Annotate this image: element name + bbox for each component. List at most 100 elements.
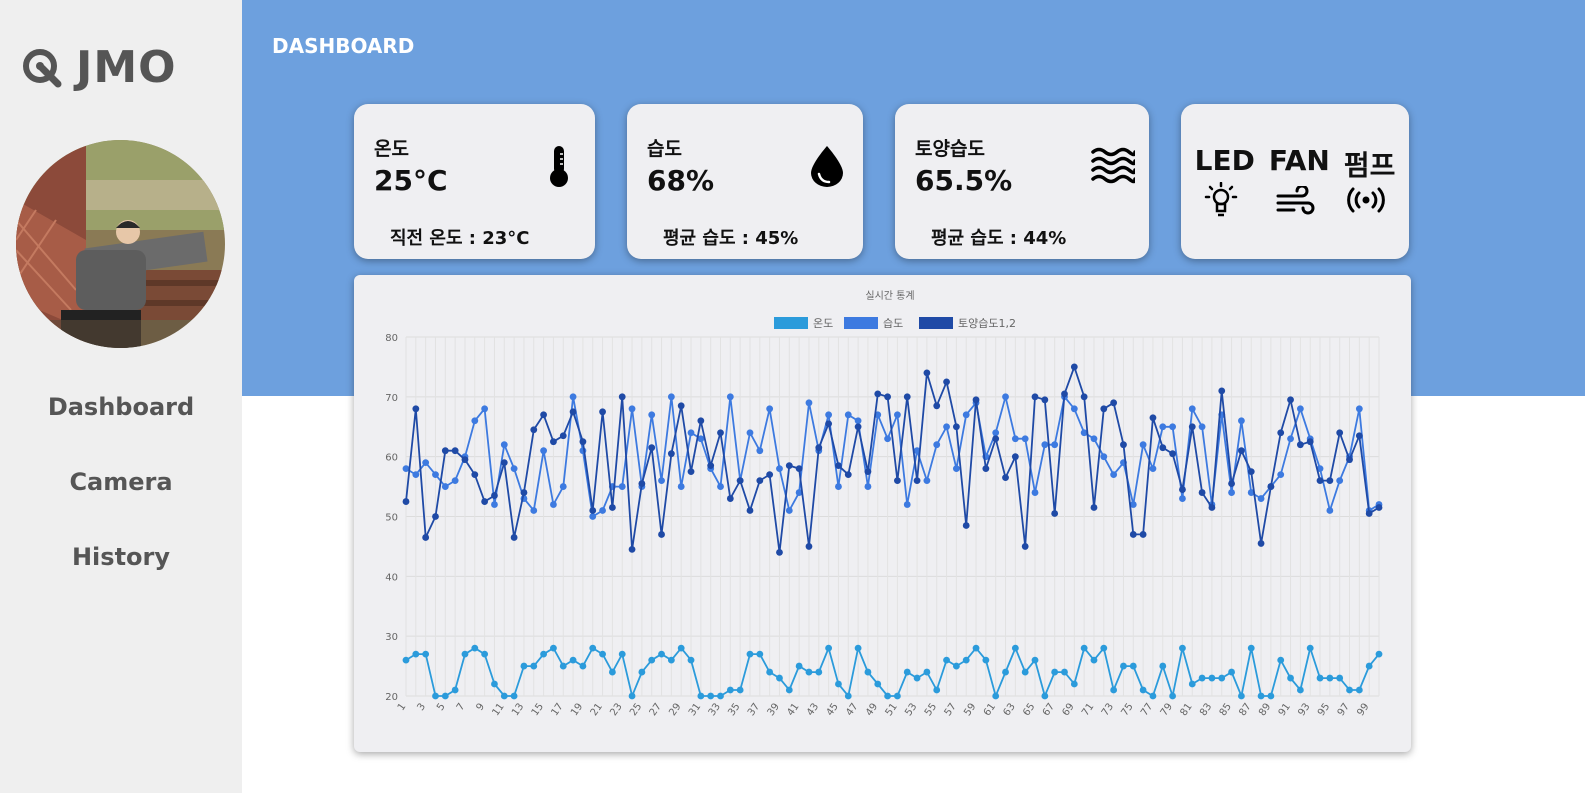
data-point xyxy=(1041,396,1049,404)
data-point xyxy=(422,534,430,541)
data-point xyxy=(1257,495,1265,502)
data-point xyxy=(510,465,518,473)
data-point xyxy=(441,447,449,455)
data-point xyxy=(1031,393,1039,401)
data-point xyxy=(1139,531,1147,538)
data-point xyxy=(1051,441,1059,449)
data-point xyxy=(1238,447,1245,455)
humidity-label: 습도 xyxy=(647,138,682,160)
data-point xyxy=(1021,543,1029,550)
data-point xyxy=(1120,441,1127,449)
data-point xyxy=(854,644,862,652)
data-point xyxy=(952,662,960,670)
data-point xyxy=(1355,405,1363,413)
data-point xyxy=(903,668,911,676)
data-point xyxy=(1247,468,1255,476)
data-point xyxy=(1021,435,1029,443)
x-tick-label: 95 xyxy=(1316,701,1332,718)
data-point xyxy=(1316,674,1324,682)
data-point xyxy=(648,656,656,664)
data-point xyxy=(766,668,774,676)
x-tick-label: 19 xyxy=(569,701,585,718)
x-tick-label: 81 xyxy=(1178,701,1194,718)
x-tick-label: 15 xyxy=(530,701,546,718)
data-point xyxy=(1238,417,1245,425)
data-point xyxy=(1247,489,1255,496)
chart-y-axis: 20 30 40 50 60 70 80 xyxy=(385,333,398,703)
data-point xyxy=(913,477,921,484)
data-point xyxy=(1159,662,1167,670)
data-point xyxy=(530,426,538,434)
data-point xyxy=(1070,405,1078,413)
data-point xyxy=(1267,483,1275,490)
bulb-icon[interactable] xyxy=(1203,182,1239,218)
legend-label: 온도 xyxy=(813,317,833,330)
data-point xyxy=(884,393,891,401)
data-point xyxy=(451,447,459,455)
data-point xyxy=(1179,644,1186,652)
data-point xyxy=(943,378,950,386)
data-point xyxy=(559,432,567,440)
fan-label[interactable]: FAN xyxy=(1268,144,1330,177)
signal-icon[interactable] xyxy=(1347,186,1385,214)
data-point xyxy=(1080,393,1088,401)
x-tick-label: 9 xyxy=(474,701,487,713)
data-point xyxy=(1336,674,1344,682)
data-point xyxy=(1061,668,1068,676)
data-point xyxy=(1179,495,1186,502)
data-point xyxy=(982,465,990,473)
data-point xyxy=(589,507,597,514)
y-tick-label: 60 xyxy=(385,453,398,464)
data-point xyxy=(589,644,597,652)
data-point xyxy=(618,483,626,490)
temperature-value: 25°C xyxy=(374,164,448,197)
x-tick-label: 83 xyxy=(1198,701,1214,718)
data-point xyxy=(972,396,980,404)
data-point xyxy=(1277,656,1285,664)
data-point xyxy=(608,504,616,511)
data-point xyxy=(933,402,941,410)
data-point xyxy=(569,656,577,664)
data-point xyxy=(1355,686,1363,694)
data-point xyxy=(992,692,1000,700)
data-point xyxy=(805,543,813,550)
data-point xyxy=(589,513,597,520)
data-point xyxy=(412,650,420,658)
humidity-value: 68% xyxy=(647,164,715,197)
data-point xyxy=(1149,692,1157,700)
data-point xyxy=(756,447,764,455)
led-label[interactable]: LED xyxy=(1194,144,1255,177)
data-point xyxy=(1188,405,1196,413)
data-point xyxy=(608,668,616,676)
data-point xyxy=(451,477,459,484)
data-point xyxy=(481,498,489,505)
logo[interactable]: JMO xyxy=(20,42,177,93)
nav-history[interactable]: History xyxy=(71,543,171,571)
data-point xyxy=(952,423,960,431)
waves-icon xyxy=(1091,147,1135,184)
data-point xyxy=(1070,680,1078,688)
data-point xyxy=(746,507,754,514)
data-point xyxy=(1120,662,1127,670)
data-point xyxy=(1228,489,1235,496)
data-point xyxy=(1247,644,1255,652)
data-point xyxy=(667,393,675,401)
data-point xyxy=(441,692,449,700)
data-point xyxy=(835,462,842,470)
data-point xyxy=(1129,501,1137,508)
x-tick-label: 7 xyxy=(455,701,468,713)
legend-swatch xyxy=(844,317,878,329)
x-tick-label: 55 xyxy=(923,701,939,718)
legend-label: 토양습도1,2 xyxy=(958,317,1016,330)
nav-camera[interactable]: Camera xyxy=(69,468,173,496)
data-point xyxy=(1149,414,1157,422)
data-point xyxy=(510,534,518,541)
nav-dashboard[interactable]: Dashboard xyxy=(47,393,195,421)
pump-label[interactable]: 펌프 xyxy=(1343,149,1396,182)
data-point xyxy=(1326,507,1334,514)
data-point xyxy=(785,507,793,514)
x-tick-label: 53 xyxy=(903,701,919,718)
wind-icon[interactable] xyxy=(1276,186,1316,216)
data-point xyxy=(1031,656,1039,664)
